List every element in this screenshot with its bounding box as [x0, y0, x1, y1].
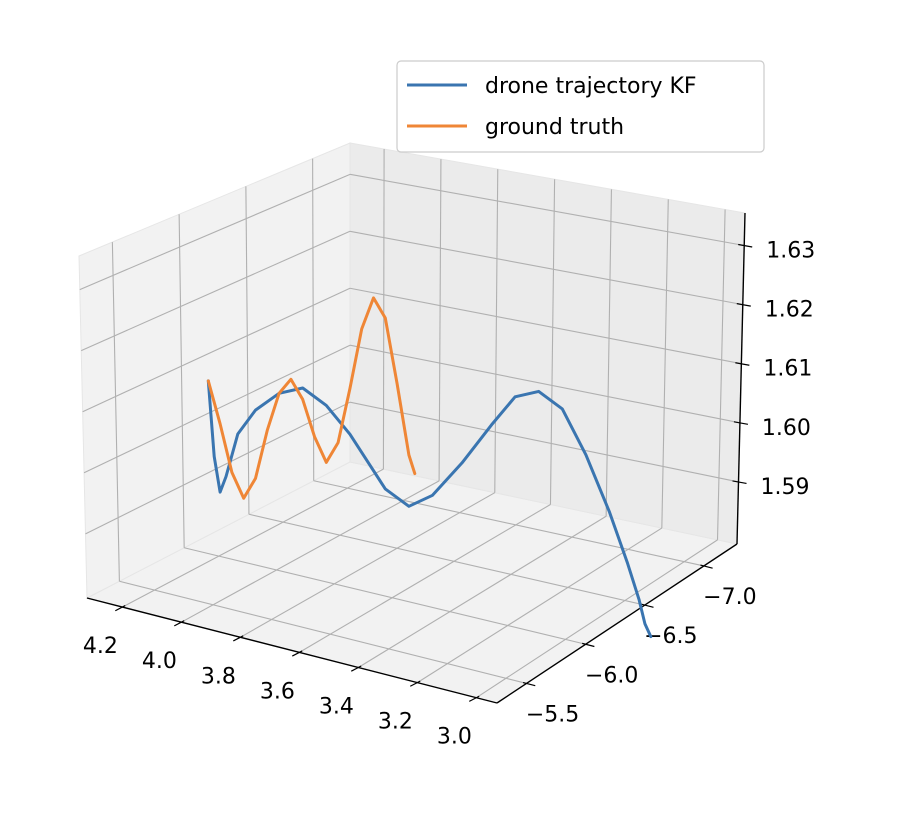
legend-label-drone: drone trajectory KF — [485, 74, 697, 99]
x-tick-label: 3.2 — [378, 710, 413, 735]
z-tick-mark — [736, 303, 751, 307]
y-gridline-wall — [111, 242, 120, 582]
z-gridline-back — [349, 230, 743, 306]
z-gridline-back — [349, 401, 739, 483]
grid-layer — [79, 149, 745, 699]
x-tick-label: 4.2 — [83, 634, 118, 659]
x-gridline-floor — [181, 480, 440, 623]
z-tick-mark — [733, 421, 749, 425]
x-tick-mark — [350, 665, 362, 672]
x-gridline-wall — [438, 159, 442, 481]
y-tick-mark — [582, 642, 595, 648]
series-line-drone-trajectory — [206, 379, 653, 639]
axis-lines — [86, 212, 746, 704]
x-tick-mark — [174, 620, 185, 627]
x-gridline-wall — [549, 179, 556, 505]
z-tick-mark — [735, 362, 750, 366]
y-gridline-floor — [184, 547, 586, 645]
x-tick-label: 3.6 — [260, 679, 295, 704]
legend-box — [396, 60, 765, 153]
x-tick-label: 3.4 — [319, 694, 354, 719]
y-tick-label: −7.0 — [703, 585, 756, 610]
z-tick-label: 1.61 — [763, 357, 812, 382]
x-gridline-wall — [494, 169, 499, 493]
x-tick-label: 3.8 — [201, 664, 236, 689]
z-tick-mark — [732, 480, 747, 485]
z-tick-label: 1.60 — [762, 416, 811, 441]
z-tick-label: 1.59 — [761, 475, 810, 500]
tick-layer: 4.2 4.0 3.8 3.6 3.4 3.2 3.0 −5.5−6.0−6.5−7.0 1.5… — [83, 239, 815, 750]
y-tick-mark — [700, 564, 713, 569]
z-gridline-left — [85, 401, 351, 535]
x-gridline-wall — [382, 149, 385, 470]
y-tick-label: −6.5 — [644, 624, 697, 649]
z-gridline-back — [349, 287, 742, 365]
x-tick-mark — [409, 680, 421, 687]
series-line-ground-truth — [206, 296, 417, 500]
y-tick-label: −6.0 — [585, 663, 638, 688]
legend-label-ground-truth: ground truth — [485, 115, 624, 140]
z-gridline-back — [349, 344, 741, 424]
x-gridline-floor — [476, 539, 718, 699]
y-gridline-wall — [312, 158, 315, 481]
x-tick-mark — [291, 650, 303, 657]
z-axis-line — [736, 212, 746, 545]
z-gridline-back — [349, 173, 745, 247]
x-tick-mark — [232, 635, 244, 642]
x-gridline-floor — [417, 527, 663, 684]
z-gridline-left — [79, 173, 351, 291]
series-layer — [206, 296, 653, 639]
x-gridline-floor — [299, 504, 551, 653]
y-tick-label: −5.5 — [526, 702, 579, 727]
x-tick-label: 3.0 — [437, 725, 472, 750]
y-gridline-wall — [245, 186, 250, 515]
x-tick-label: 4.0 — [142, 649, 177, 674]
z-tick-label: 1.63 — [766, 239, 815, 264]
y-tick-mark — [641, 603, 654, 608]
y-gridline-floor — [313, 480, 705, 567]
x-tick-mark — [115, 605, 126, 612]
y-gridline-floor — [248, 513, 645, 606]
x-gridline-wall — [661, 199, 669, 529]
z-gridline-left — [80, 230, 351, 352]
legend: drone trajectory KF ground truth — [396, 60, 765, 153]
x-gridline-floor — [122, 468, 384, 608]
z-gridline-left — [82, 287, 351, 413]
x-gridline-wall — [716, 209, 726, 540]
y-gridline-floor — [119, 580, 527, 684]
y-tick-mark — [522, 681, 536, 687]
x-gridline-floor — [240, 492, 496, 638]
z-tick-label: 1.62 — [765, 298, 814, 323]
x-gridline-wall — [605, 189, 612, 517]
x-gridline-floor — [358, 515, 607, 668]
y-axis-line — [496, 543, 738, 704]
x-tick-mark — [468, 695, 480, 702]
x-axis-line — [86, 597, 498, 704]
pane-group — [78, 142, 746, 704]
y-gridline-wall — [178, 214, 185, 548]
z-tick-mark — [738, 243, 753, 248]
